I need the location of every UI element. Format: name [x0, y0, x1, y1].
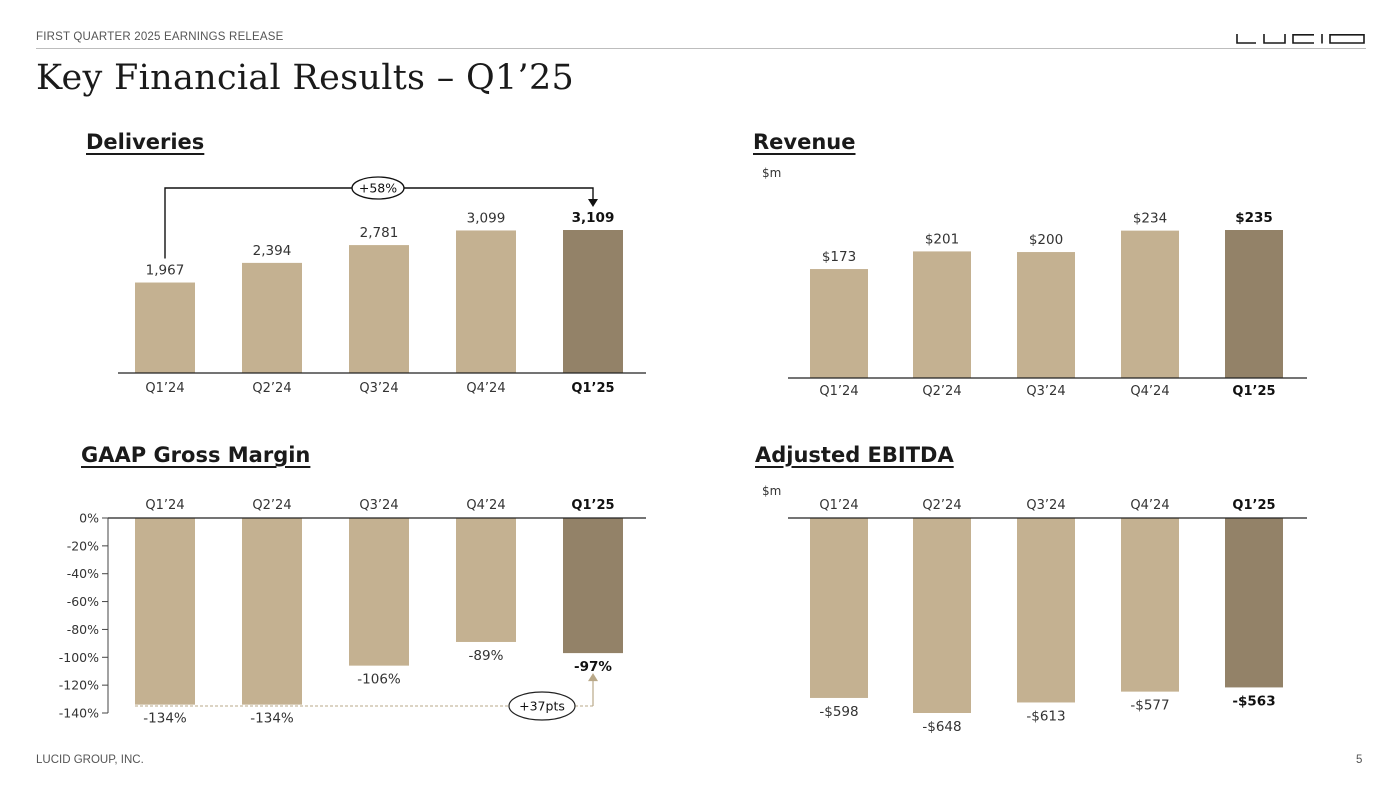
ebitda-data-label: -$577 [1130, 698, 1169, 714]
margin-y-tick-label: 0% [79, 511, 99, 526]
revenue-tick-label: Q3’24 [1026, 384, 1065, 399]
gross-margin-title: GAAP Gross Margin [81, 443, 311, 467]
margin-y-tick-label: -120% [59, 678, 99, 693]
margin-tick-label: Q4’24 [466, 498, 505, 513]
revenue-tick-label: Q1’25 [1232, 384, 1275, 399]
deliveries-bar [349, 245, 409, 373]
deliveries-data-label: 3,099 [467, 210, 506, 226]
deliveries-growth-badge [351, 176, 405, 200]
margin-data-label: -106% [357, 672, 401, 688]
revenue-unit: $m [762, 166, 782, 180]
ebitda-bar [1225, 518, 1283, 688]
margin-y-tick-label: -40% [67, 566, 99, 581]
page-title: Key Financial Results – Q1’25 [36, 58, 575, 98]
revenue-bar [1225, 230, 1283, 378]
margin-y-tick-label: -100% [59, 650, 99, 665]
ebitda-data-label: -$613 [1026, 708, 1065, 724]
ebitda-bar [810, 518, 868, 698]
revenue-bar [1121, 230, 1179, 378]
margin-data-label: -97% [574, 659, 612, 675]
deliveries-data-label: 2,394 [253, 243, 292, 259]
ebitda-tick-label: Q4’24 [1130, 498, 1169, 513]
deliveries-bar [242, 262, 302, 373]
ebitda-unit: $m [762, 484, 782, 498]
footer-company: LUCID GROUP, INC. [36, 754, 144, 766]
ebitda-bar [1121, 518, 1179, 692]
deliveries-tick-label: Q3’24 [359, 381, 398, 396]
revenue-data-label: $235 [1235, 210, 1273, 226]
deliveries-bar [135, 282, 195, 373]
margin-improvement-label: +37pts [519, 699, 565, 714]
revenue-title: Revenue [753, 130, 856, 154]
ebitda-tick-label: Q3’24 [1026, 498, 1065, 513]
deliveries-data-label: 3,109 [572, 210, 615, 226]
revenue-bar [810, 269, 868, 378]
margin-bar [349, 518, 409, 666]
deliveries-tick-label: Q1’24 [145, 381, 184, 396]
revenue-bar [913, 251, 971, 378]
revenue-bar [1017, 252, 1075, 378]
margin-data-label: -89% [469, 648, 504, 664]
margin-tick-label: Q1’25 [571, 498, 614, 513]
revenue-chart: $173 Q1’24 $201 Q2’24 $200 Q3’24 $234 Q4’24 $235… [788, 210, 1307, 399]
lucid-logo [1236, 34, 1365, 44]
margin-y-tick-label: -60% [67, 594, 99, 609]
revenue-data-label: $173 [822, 249, 856, 265]
margin-improvement-badge [508, 691, 576, 721]
header-divider [36, 48, 1366, 49]
deliveries-growth-label: +58% [359, 181, 397, 196]
deliveries-data-label: 1,967 [146, 263, 185, 279]
ebitda-tick-label: Q1’24 [819, 498, 858, 513]
margin-y-tick-label: -80% [67, 622, 99, 637]
ebitda-data-label: -$563 [1232, 693, 1275, 709]
margin-data-label: -134% [250, 711, 294, 727]
revenue-tick-label: Q1’24 [819, 384, 858, 399]
ebitda-data-label: -$648 [922, 719, 961, 735]
margin-tick-label: Q3’24 [359, 498, 398, 513]
page-number: 5 [1356, 754, 1363, 766]
deliveries-tick-label: Q2’24 [252, 381, 291, 396]
revenue-data-label: $234 [1133, 211, 1167, 227]
margin-bar [242, 518, 302, 705]
revenue-tick-label: Q2’24 [922, 384, 961, 399]
deliveries-data-label: 2,781 [360, 225, 399, 241]
deliveries-tick-label: Q4’24 [466, 381, 505, 396]
margin-tick-label: Q1’24 [145, 498, 184, 513]
margin-tick-label: Q2’24 [252, 498, 291, 513]
revenue-tick-label: Q4’24 [1130, 384, 1169, 399]
gross-margin-chart: -134% Q1’24 -134% Q2’24 -106% Q3’24 -89% Q4’24 -… [59, 498, 646, 727]
revenue-data-label: $200 [1029, 232, 1063, 248]
ebitda-tick-label: Q2’24 [922, 498, 961, 513]
deliveries-title: Deliveries [86, 130, 205, 154]
deliveries-bar [456, 230, 516, 373]
report-label: FIRST QUARTER 2025 EARNINGS RELEASE [36, 31, 284, 43]
deliveries-tick-label: Q1’25 [571, 381, 614, 396]
margin-data-label: -134% [143, 711, 187, 727]
revenue-data-label: $201 [925, 231, 959, 247]
margin-bar [456, 518, 516, 642]
ebitda-data-label: -$598 [819, 704, 858, 720]
margin-bar [135, 518, 195, 705]
ebitda-tick-label: Q1’25 [1232, 498, 1275, 513]
margin-bar [563, 518, 623, 654]
ebitda-bar [913, 518, 971, 713]
margin-y-tick-label: -20% [67, 538, 99, 553]
margin-y-tick-label: -140% [59, 706, 99, 721]
deliveries-bar [563, 230, 623, 373]
deliveries-chart: 1,967 Q1’24 2,394 Q2’24 2,781 Q3’24 3,099 Q4’24… [118, 176, 646, 396]
ebitda-bar [1017, 518, 1075, 703]
margin-improvement-arrowhead [588, 673, 598, 682]
deliveries-growth-arrowhead [588, 199, 598, 207]
ebitda-title: Adjusted EBITDA [755, 443, 954, 467]
